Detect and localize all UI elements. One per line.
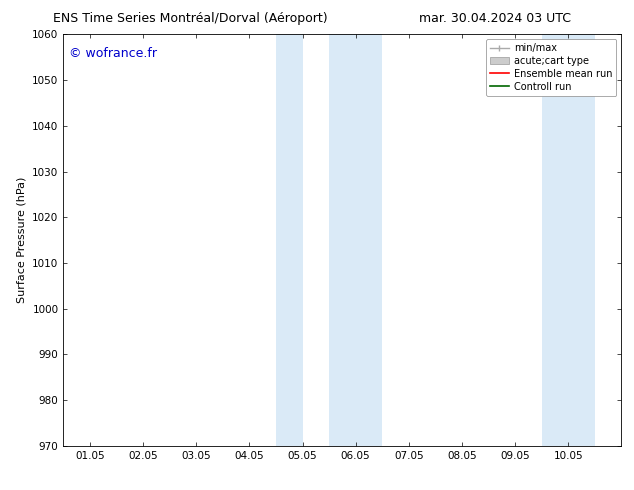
Bar (329, 34, 382, 446)
Y-axis label: Surface Pressure (hPa): Surface Pressure (hPa) (16, 177, 27, 303)
Bar (276, 34, 302, 446)
Bar (541, 34, 568, 446)
Text: mar. 30.04.2024 03 UTC: mar. 30.04.2024 03 UTC (418, 12, 571, 25)
Text: © wofrance.fr: © wofrance.fr (69, 47, 157, 60)
Legend: min/max, acute;cart type, Ensemble mean run, Controll run: min/max, acute;cart type, Ensemble mean … (486, 39, 616, 96)
Bar (568, 34, 595, 446)
Text: ENS Time Series Montréal/Dorval (Aéroport): ENS Time Series Montréal/Dorval (Aéropor… (53, 12, 328, 25)
